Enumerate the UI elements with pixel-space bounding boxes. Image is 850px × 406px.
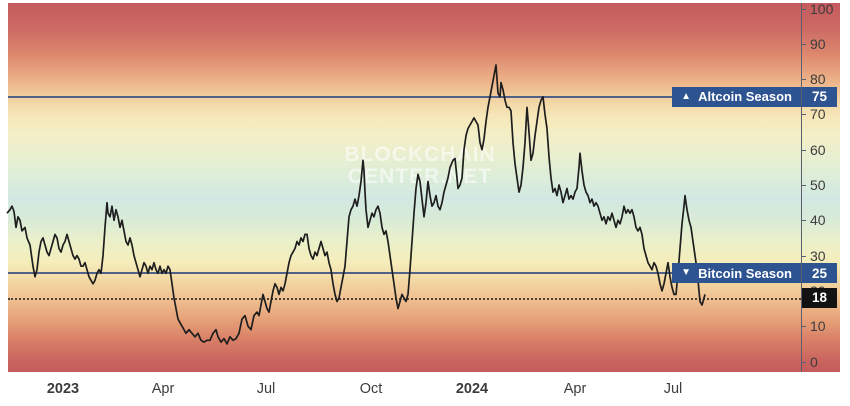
bitcoin-season-axis-value-chip: 25 [802,263,837,284]
y-axis-tick-mark [801,8,806,10]
x-axis-label: Jul [256,381,276,397]
y-axis-tick-label: 30 [810,247,826,264]
watermark-line-2: CENTER.NET [347,165,493,188]
season-gradient-background[interactable] [8,3,840,372]
triangle-up-icon: ▲ [681,90,692,102]
altcoin-season-threshold-line [8,95,801,98]
y-axis-tick-label: 70 [810,106,826,123]
y-axis-tick-label: 90 [810,35,826,52]
current-value-chip: 18 [802,287,837,308]
x-axis-label: Apr [151,381,175,397]
y-axis-tick-mark [801,149,806,151]
index-line [6,64,706,345]
y-axis-line [801,3,802,372]
y-axis-tick-mark [801,79,806,81]
y-axis-tick-label: 0 [810,353,818,370]
watermark-line-1: BLOCKCHAIN [344,143,496,166]
triangle-down-icon: ▼ [681,267,692,279]
x-axis-label: Oct [359,381,383,397]
y-axis-tick-mark [801,361,806,363]
x-axis-label: 2023 [46,381,80,397]
y-axis-tick-mark [801,220,806,222]
y-axis-tick-mark [801,185,806,186]
bitcoin-season-badge: ▼ Bitcoin Season [672,263,801,284]
y-axis-tick-mark [801,326,806,328]
x-axis-label: Apr [563,381,587,397]
x-axis-label: 2024 [455,381,489,397]
y-axis-tick-label: 50 [810,177,826,193]
altcoin-season-badge-label: Altcoin Season [698,89,792,105]
bitcoin-season-threshold-line [8,272,801,275]
y-axis-tick-mark [801,114,806,116]
bitcoin-season-badge-label: Bitcoin Season [698,265,792,281]
y-axis-tick-label: 10 [810,318,826,335]
y-axis-tick-label: 100 [810,0,834,17]
x-axis: 2023 Apr Jul Oct 2024 Apr Jul [0,372,850,406]
y-axis-tick-label: 60 [810,141,826,158]
altcoin-season-badge: ▲ Altcoin Season [672,86,801,107]
y-axis-tick-label: 80 [810,71,826,88]
y-axis-tick-mark [801,43,806,45]
y-axis-tick-label: 40 [810,212,826,229]
y-axis-tick-mark [801,255,806,257]
altcoin-season-axis-value-chip: 75 [802,86,837,107]
watermark: BLOCKCHAIN CENTER.NET [325,144,515,188]
x-axis-label: Jul [663,381,683,397]
